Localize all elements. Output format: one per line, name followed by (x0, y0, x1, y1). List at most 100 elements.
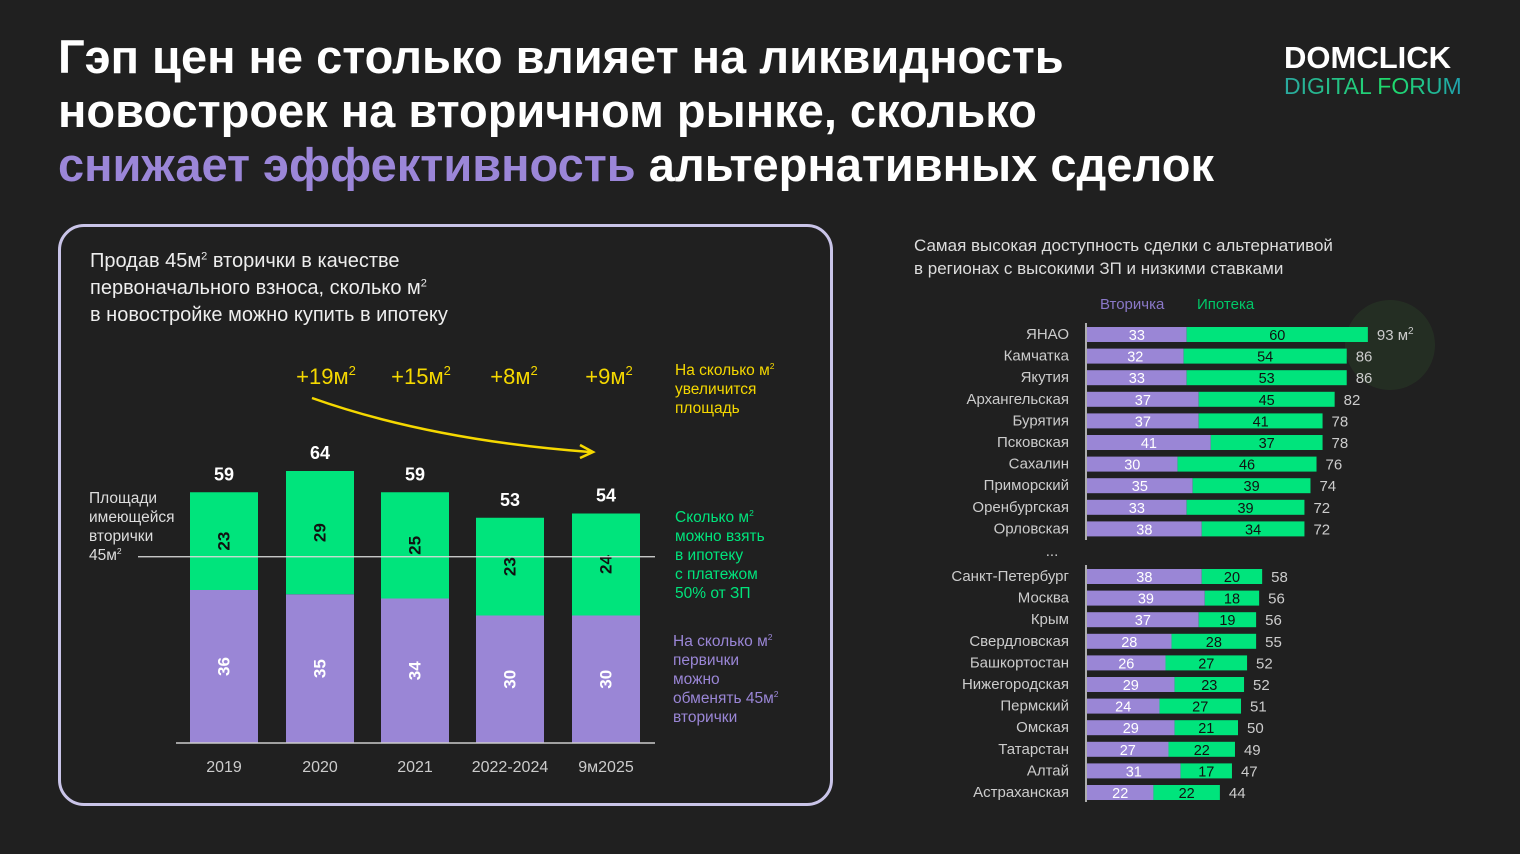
bar-secondary-label: 35 (1132, 479, 1148, 495)
x-tick-label: 2019 (206, 759, 242, 776)
total-label: 44 (1229, 785, 1246, 802)
bar-secondary-label: 29 (1123, 721, 1139, 737)
bar-secondary-label: 37 (1135, 414, 1151, 430)
logo: DOMCLICK DIGITAL FORUM (1284, 42, 1462, 99)
bar-secondary (1087, 370, 1187, 386)
bar-secondary (1087, 763, 1181, 779)
bar-secondary-label: 37 (1135, 613, 1151, 629)
region-label: Татарстан (998, 741, 1069, 758)
bar-secondary (1087, 327, 1187, 342)
bar-secondary-label: 32 (1127, 350, 1143, 366)
sup: 2 (116, 545, 122, 556)
t: На сколько м (673, 633, 768, 650)
bar-secondary-label: 39 (1138, 592, 1154, 608)
bar-primary-label: 35 (311, 659, 330, 678)
bar-secondary (1087, 741, 1169, 757)
bar-secondary-label: 27 (1120, 743, 1136, 759)
total-label: 78 (1332, 413, 1349, 430)
t: с платежом (675, 566, 758, 583)
total-label: 76 (1326, 457, 1343, 474)
region-label: Архангельская (966, 391, 1069, 408)
total-label: 52 (1253, 677, 1270, 694)
bar-secondary-label: 22 (1112, 786, 1128, 802)
total-label: 52 (1256, 655, 1273, 672)
bar-primary (572, 615, 640, 743)
x-tick-label: 2022-2024 (472, 759, 549, 776)
t: вторички (89, 528, 154, 545)
t: На сколько м (675, 362, 770, 379)
trend-arrow (311, 396, 591, 454)
bar-mortgage (1201, 569, 1263, 584)
region-label: Якутия (1021, 369, 1069, 386)
region-label: Бурятия (1012, 412, 1069, 429)
bar-mortgage (1186, 499, 1305, 515)
bar-secondary (1087, 785, 1154, 800)
bar-secondary (1087, 521, 1202, 537)
increment-label: +9м2 (585, 363, 632, 389)
region-label: ЯНАО (1026, 326, 1069, 343)
region-label: Алтай (1027, 762, 1069, 779)
bar-secondary-label: 24 (1115, 700, 1131, 716)
total-label: 55 (1265, 634, 1282, 651)
bar-secondary-label: 41 (1141, 436, 1157, 452)
total-label: 49 (1244, 742, 1261, 759)
bar-mortgage (572, 513, 640, 616)
t: 50% от ЗП (675, 585, 751, 602)
logo-line2: DIGITAL FORUM (1284, 73, 1462, 99)
bar-total-label: 53 (500, 490, 520, 510)
bar-mortgage-label: 27 (1192, 700, 1208, 716)
t: увеличится (675, 381, 757, 398)
bar-mortgage-label: 24 (597, 555, 616, 574)
t: в ипотеку (675, 547, 744, 564)
t: Продав 45м (90, 250, 202, 272)
bar-mortgage-label: 60 (1269, 328, 1285, 344)
bar-total-label: 59 (214, 464, 234, 484)
bar-secondary (1087, 499, 1187, 515)
bar-secondary (1087, 413, 1199, 429)
t: вторички в качестве (207, 250, 400, 272)
title-highlight: снижает эффективность (58, 138, 636, 191)
bar-mortgage (1210, 435, 1323, 450)
bar-secondary (1087, 478, 1193, 494)
increment-label: +8м2 (490, 363, 537, 389)
bar-secondary (1087, 569, 1202, 584)
page-title: Гэп цен не столько влияет на ликвидность… (58, 30, 1214, 192)
t: вторички (673, 709, 738, 726)
region-label: Пермский (1000, 698, 1069, 715)
bar-mortgage (476, 517, 544, 616)
total-label: 51 (1250, 699, 1267, 716)
t: в новостройке можно купить в ипотеку (90, 304, 448, 326)
bar-total-label: 54 (596, 486, 616, 506)
note-mortgage: Сколько м2 можно взять в ипотеку с плате… (675, 508, 765, 603)
bar-secondary (1087, 720, 1175, 736)
bar-primary (286, 594, 354, 743)
title-line: новостроек на вторичном рынке, сколько (58, 84, 1037, 137)
total-label: 72 (1313, 500, 1330, 517)
bar-mortgage-label: 39 (1244, 479, 1260, 495)
total-label: 82 (1344, 392, 1361, 409)
total-label: 72 (1313, 521, 1330, 538)
t: обменять 45м (673, 690, 774, 707)
region-label: Нижегородская (962, 676, 1069, 693)
bar-secondary (1087, 391, 1199, 407)
total-label: 50 (1247, 720, 1264, 737)
t: можно взять (675, 528, 765, 545)
bar-mortgage-label: 23 (501, 557, 520, 576)
t: 45м (89, 547, 117, 564)
t: Сколько м (675, 509, 750, 526)
bar-secondary-label: 38 (1136, 522, 1152, 538)
bar-secondary (1087, 633, 1172, 649)
bar-primary-label: 34 (406, 661, 425, 680)
bar-secondary-label: 33 (1129, 501, 1145, 517)
bar-mortgage-label: 45 (1259, 393, 1275, 409)
bar-mortgage-label: 23 (215, 532, 234, 551)
bar-mortgage (1198, 391, 1335, 407)
note-increase: На сколько м2 увеличится площадь (675, 361, 775, 418)
bar-secondary (1087, 677, 1175, 692)
bar-mortgage (1165, 655, 1248, 671)
region-label: Москва (1018, 590, 1070, 607)
total-label: 93 м2 (1377, 326, 1414, 344)
legend-mortgage: Ипотека (1197, 296, 1255, 313)
total-label: 56 (1268, 591, 1285, 608)
bar-mortgage (1168, 741, 1235, 757)
